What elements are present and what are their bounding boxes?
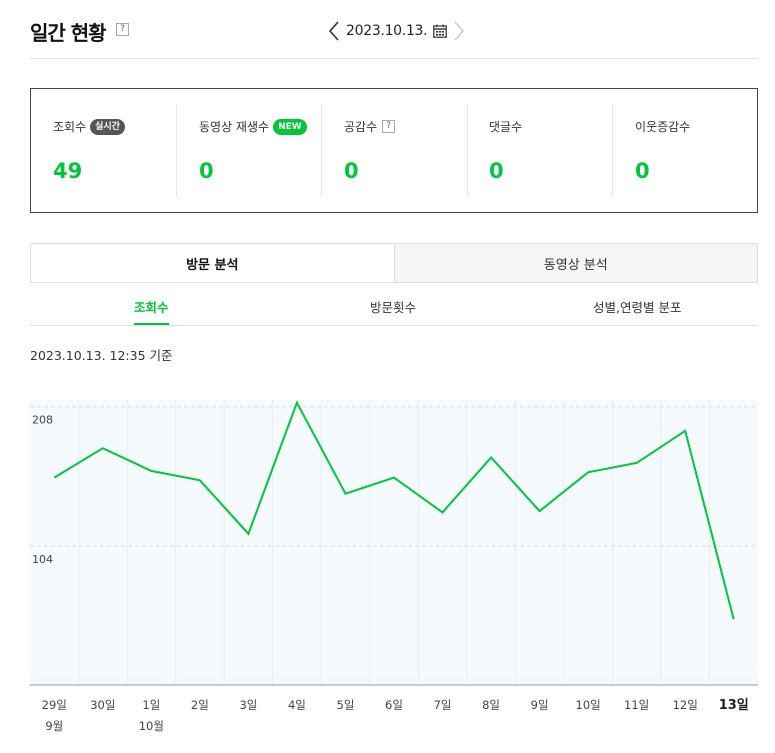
stat-label: 동영상 재생수 [199, 120, 270, 134]
stat-value: 0 [199, 159, 214, 183]
subtab-views[interactable]: 조회수 [134, 300, 169, 315]
x-tick-label: 5일 [337, 698, 355, 712]
divider [176, 104, 177, 197]
current-date: 2023.10.13. [346, 23, 428, 39]
x-tick-label: 1일 [142, 698, 160, 712]
prev-date-button[interactable] [326, 18, 342, 44]
help-icon[interactable]: ? [382, 120, 396, 133]
tab-visit-analysis[interactable]: 방문 분석 [30, 243, 394, 283]
chevron-left-icon [329, 21, 339, 41]
divider [321, 104, 322, 197]
x-month-label: 9월 [45, 719, 63, 733]
date-navigator: 2023.10.13. [326, 18, 467, 44]
x-tick-label: 4일 [288, 698, 306, 712]
x-tick-label: 13일 [719, 698, 749, 713]
x-tick-label: 7일 [434, 698, 452, 712]
help-icon[interactable]: ? [116, 23, 129, 36]
new-badge: NEW [273, 118, 307, 135]
x-month-label: 10월 [139, 719, 164, 733]
x-tick-label: 30일 [90, 698, 115, 712]
divider [467, 104, 468, 197]
views-line-chart: 208 104 29일 9월 30일 1일 10월 2일 3일 4일 5일 6일 7일 8일 9일 10일 11… [0, 380, 775, 753]
chart-canvas: 208 104 29일 9월 30일 1일 10월 2일 3일 4일 5일 6일 7일 8일 9일 10일 11… [30, 400, 758, 733]
y-tick-label: 208 [32, 414, 53, 427]
page-header: 일간 현황 ? 2023.10.13. [30, 0, 758, 59]
calendar-icon[interactable] [433, 24, 448, 38]
active-tab-indicator [134, 323, 169, 325]
x-tick-label: 9일 [531, 698, 549, 712]
subtab-gender-age[interactable]: 성별,연령별 분포 [593, 300, 682, 315]
plot-area [30, 400, 758, 685]
realtime-badge: 실시간 [90, 118, 125, 135]
stat-label: 이웃증감수 [635, 120, 691, 134]
tab-video-analysis[interactable]: 동영상 분석 [393, 243, 758, 283]
x-tick-label: 8일 [482, 698, 500, 712]
page-title: 일간 현황 [30, 21, 107, 45]
stats-summary: 조회수 실시간 49 동영상 재생수 NEW 0 공감수 ? 0 댓글수 0 이… [30, 88, 758, 213]
x-tick-label: 3일 [239, 698, 257, 712]
divider [612, 104, 613, 197]
stat-label: 공감수 [344, 120, 378, 134]
x-tick-label: 10일 [576, 698, 601, 712]
stat-label: 조회수 [53, 120, 87, 134]
main-tabs: 방문 분석 동영상 분석 [30, 243, 758, 283]
x-tick-label: 6일 [385, 698, 403, 712]
stat-value: 0 [489, 159, 504, 183]
stat-label: 댓글수 [489, 120, 523, 134]
stat-value: 49 [53, 159, 83, 183]
x-tick-label: 29일 [42, 698, 67, 712]
chevron-right-icon [454, 21, 465, 41]
subtab-visit-count[interactable]: 방문횟수 [370, 300, 417, 315]
stat-value: 0 [635, 159, 650, 183]
y-tick-label: 104 [32, 553, 53, 566]
x-tick-label: 12일 [673, 698, 698, 712]
sub-tabs: 조회수 방문횟수 성별,연령별 분포 [30, 283, 758, 326]
stat-value: 0 [344, 159, 359, 183]
x-tick-label: 11일 [624, 698, 649, 712]
next-date-button[interactable] [451, 18, 467, 44]
x-tick-label: 2일 [191, 698, 209, 712]
data-timestamp: 2023.10.13. 12:35 기준 [30, 348, 173, 363]
